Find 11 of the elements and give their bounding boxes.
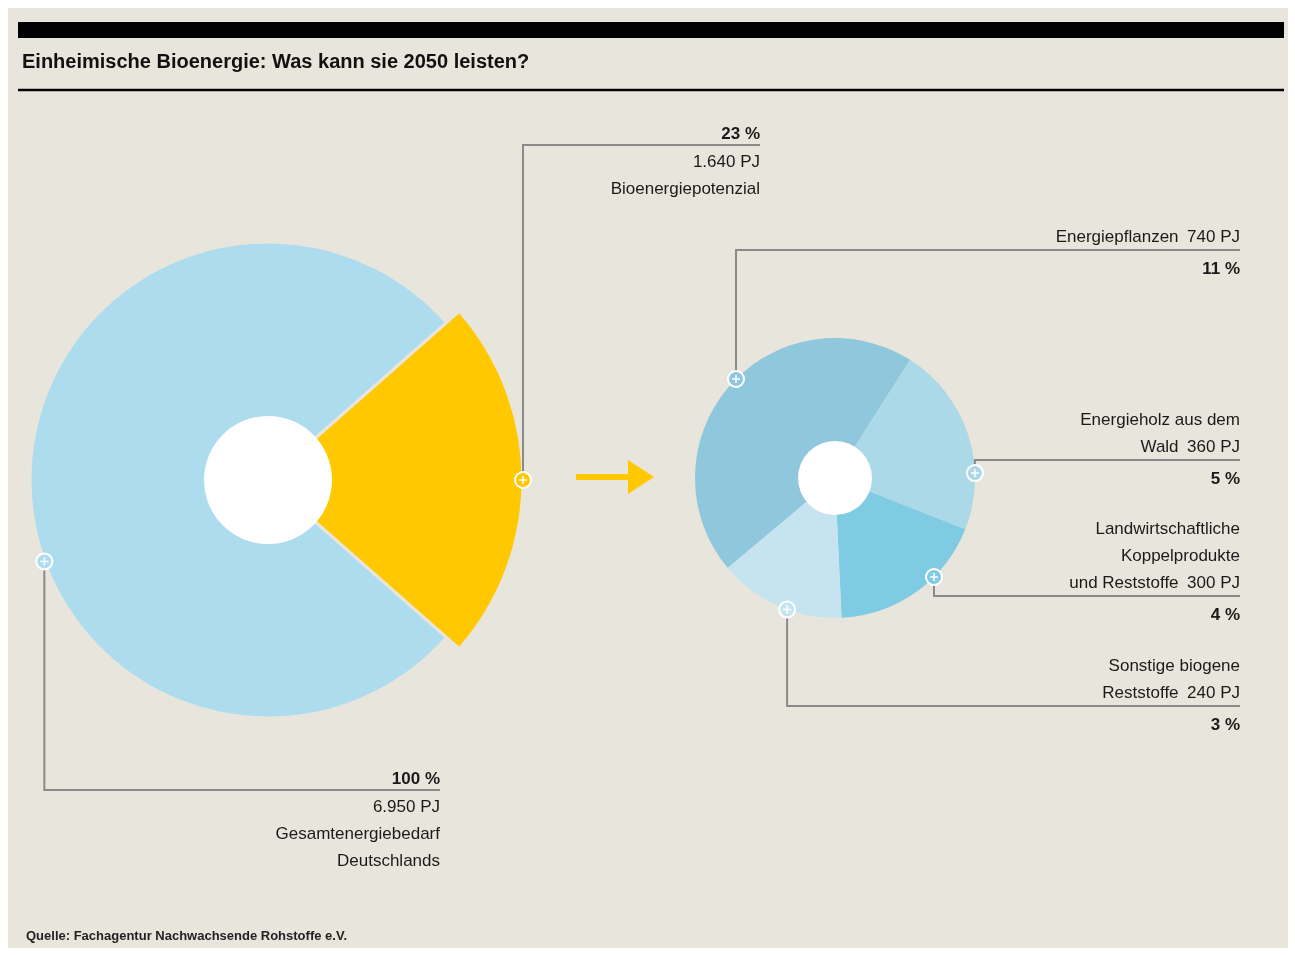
pie-slice — [695, 338, 911, 568]
data-label: 23 % 1.640 PJ — [692, 124, 760, 171]
slice-label: Bioenergiepotenzial — [610, 179, 760, 198]
source-note: Quelle: Fachagentur Nachwachsende Rohstoffe e.V. — [26, 928, 347, 943]
slice-label: Sonstige biogene Reststoffe 240 PJ 3 % — [1102, 656, 1240, 734]
slice-label: Landwirtschaftliche Koppelprodukte und Reststoffe 300 PJ 4 % — [1069, 519, 1240, 624]
chart-title: Einheimische Bioenergie: Was kann sie 2050 leisten? — [22, 50, 530, 72]
slice-label: Energieholz aus dem Wald 360 PJ 5 % — [1080, 410, 1240, 488]
text: 100 % 6.950 PJ — [372, 769, 440, 816]
slice-label: Gesamtenergiebedarf Deutschlands — [275, 824, 441, 870]
slice-label: Energiepflanzen 740 PJ 11 % — [1055, 227, 1240, 278]
